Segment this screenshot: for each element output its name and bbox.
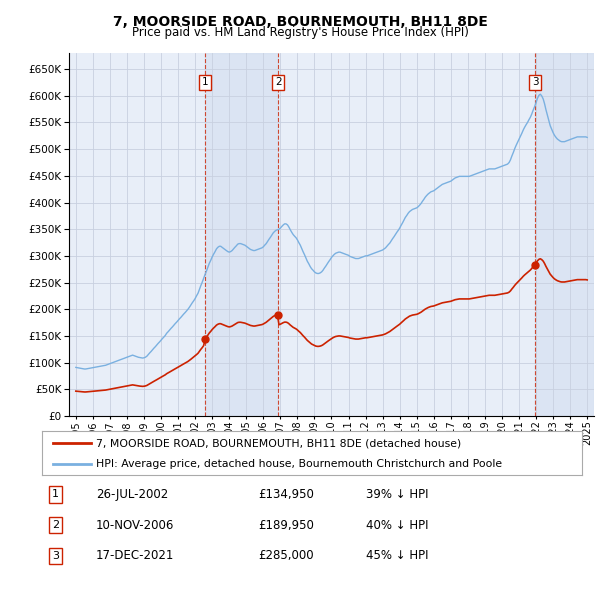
Text: 7, MOORSIDE ROAD, BOURNEMOUTH, BH11 8DE (detached house): 7, MOORSIDE ROAD, BOURNEMOUTH, BH11 8DE … [96, 438, 461, 448]
Text: 1: 1 [202, 77, 208, 87]
Text: 3: 3 [532, 77, 539, 87]
Text: 45% ↓ HPI: 45% ↓ HPI [366, 549, 428, 562]
Text: 17-DEC-2021: 17-DEC-2021 [96, 549, 175, 562]
Text: Price paid vs. HM Land Registry's House Price Index (HPI): Price paid vs. HM Land Registry's House … [131, 26, 469, 39]
Text: 7, MOORSIDE ROAD, BOURNEMOUTH, BH11 8DE: 7, MOORSIDE ROAD, BOURNEMOUTH, BH11 8DE [113, 15, 487, 29]
Text: 26-JUL-2002: 26-JUL-2002 [96, 488, 168, 501]
Bar [205, 53, 278, 416]
Text: 2: 2 [275, 77, 281, 87]
Text: £189,950: £189,950 [258, 519, 314, 532]
Text: 3: 3 [52, 551, 59, 560]
Text: 40% ↓ HPI: 40% ↓ HPI [366, 519, 428, 532]
Text: 1: 1 [52, 490, 59, 499]
Text: 10-NOV-2006: 10-NOV-2006 [96, 519, 175, 532]
Text: 2: 2 [52, 520, 59, 530]
Text: HPI: Average price, detached house, Bournemouth Christchurch and Poole: HPI: Average price, detached house, Bour… [96, 459, 502, 469]
Bar [535, 53, 594, 416]
Text: 39% ↓ HPI: 39% ↓ HPI [366, 488, 428, 501]
Text: £134,950: £134,950 [258, 488, 314, 501]
Text: £285,000: £285,000 [258, 549, 314, 562]
